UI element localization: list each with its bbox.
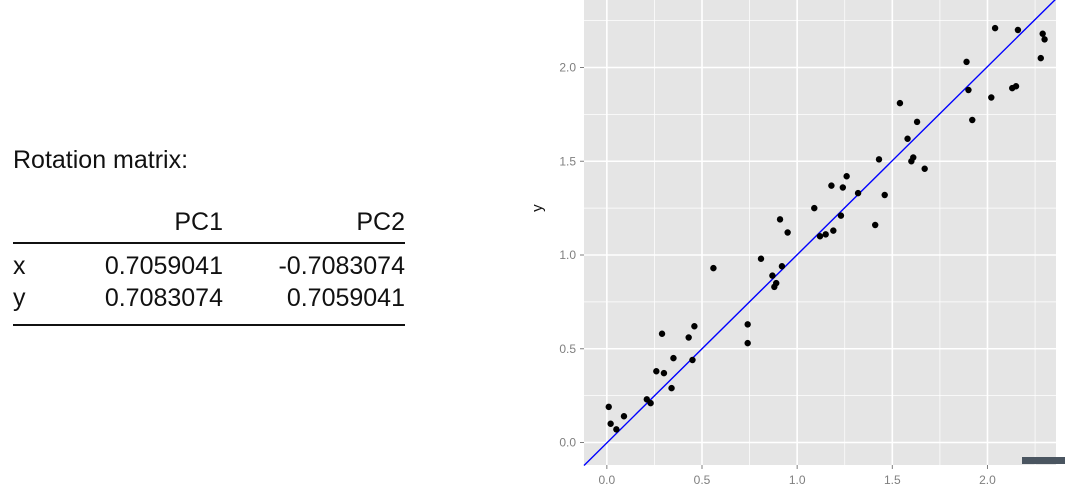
row-label-x: x [13, 252, 26, 280]
data-point [839, 184, 847, 191]
x-tick-label: 0.0 [598, 473, 615, 487]
y-tick-label: 0.5 [559, 342, 576, 356]
data-point [613, 426, 620, 433]
data-point [969, 116, 976, 124]
data-point [991, 24, 999, 32]
data-point [843, 173, 850, 180]
data-point [904, 135, 911, 142]
y-axis-title: y [529, 204, 546, 212]
data-point [816, 233, 824, 240]
data-point [773, 279, 780, 287]
data-point [658, 330, 666, 337]
data-point [776, 216, 784, 223]
data-point [822, 231, 829, 238]
data-point [607, 420, 614, 427]
data-point [620, 413, 628, 420]
cell-x-pc1: 0.7059041 [104, 252, 223, 280]
y-tick-label: 1.0 [559, 248, 576, 262]
data-point [896, 99, 904, 107]
data-point [988, 94, 995, 101]
data-point [828, 182, 835, 189]
cell-x-pc2: -0.7083074 [278, 252, 405, 280]
data-point [691, 323, 698, 330]
data-point [1012, 83, 1020, 90]
data-point [875, 156, 883, 163]
x-tick-label: 0.5 [694, 473, 711, 487]
data-point [811, 204, 818, 212]
x-tick-label: 1.5 [884, 473, 901, 487]
data-point [913, 118, 921, 126]
rotation-matrix-table: PC1 PC2 x 0.7059041 -0.7083074 y 0.70830… [13, 206, 405, 326]
y-tick-label: 2.0 [559, 61, 576, 75]
row-label-y: y [13, 284, 26, 312]
table-row: x 0.7059041 -0.7083074 [13, 243, 405, 282]
table-row: y 0.7083074 0.7059041 [13, 282, 405, 325]
column-header-pc1: PC1 [174, 207, 223, 236]
scrollbar-thumb[interactable] [1022, 457, 1065, 464]
data-point [1039, 30, 1046, 37]
data-point [854, 189, 862, 197]
data-point [837, 212, 845, 219]
data-point [653, 368, 660, 375]
data-point [685, 334, 692, 341]
data-point [965, 86, 972, 94]
data-point [689, 356, 696, 364]
data-point [670, 354, 677, 362]
data-point [647, 399, 654, 407]
x-tick-label: 1.0 [789, 473, 806, 487]
data-point [660, 369, 668, 377]
data-point [881, 191, 888, 199]
table-header-row: PC1 PC2 [13, 206, 405, 243]
data-point [963, 58, 970, 66]
column-header-pc2: PC2 [356, 207, 405, 236]
data-point [910, 154, 917, 161]
data-point [1037, 54, 1044, 62]
x-tick-label: 2.0 [979, 473, 996, 487]
data-point [710, 264, 717, 272]
data-point [769, 272, 776, 279]
data-point [668, 384, 675, 392]
y-tick-label: 0.0 [559, 436, 576, 450]
y-tick-label: 1.5 [559, 154, 576, 168]
rotation-matrix-title: Rotation matrix: [13, 146, 189, 174]
data-point [784, 229, 791, 236]
data-point [1014, 26, 1022, 34]
data-point [744, 321, 751, 328]
data-point [871, 221, 879, 229]
cell-y-pc1: 0.7083074 [104, 284, 223, 312]
data-point [830, 227, 837, 234]
data-point [921, 165, 928, 172]
data-point [778, 263, 786, 270]
fit-line [583, 0, 1056, 466]
cell-y-pc2: 0.7059041 [286, 284, 405, 312]
rotation-matrix-panel: Rotation matrix: PC1 PC2 x 0.7059041 -0.… [0, 0, 520, 491]
data-point [1041, 36, 1048, 43]
data-point [744, 339, 751, 347]
data-point [757, 255, 765, 262]
data-point [605, 403, 612, 411]
